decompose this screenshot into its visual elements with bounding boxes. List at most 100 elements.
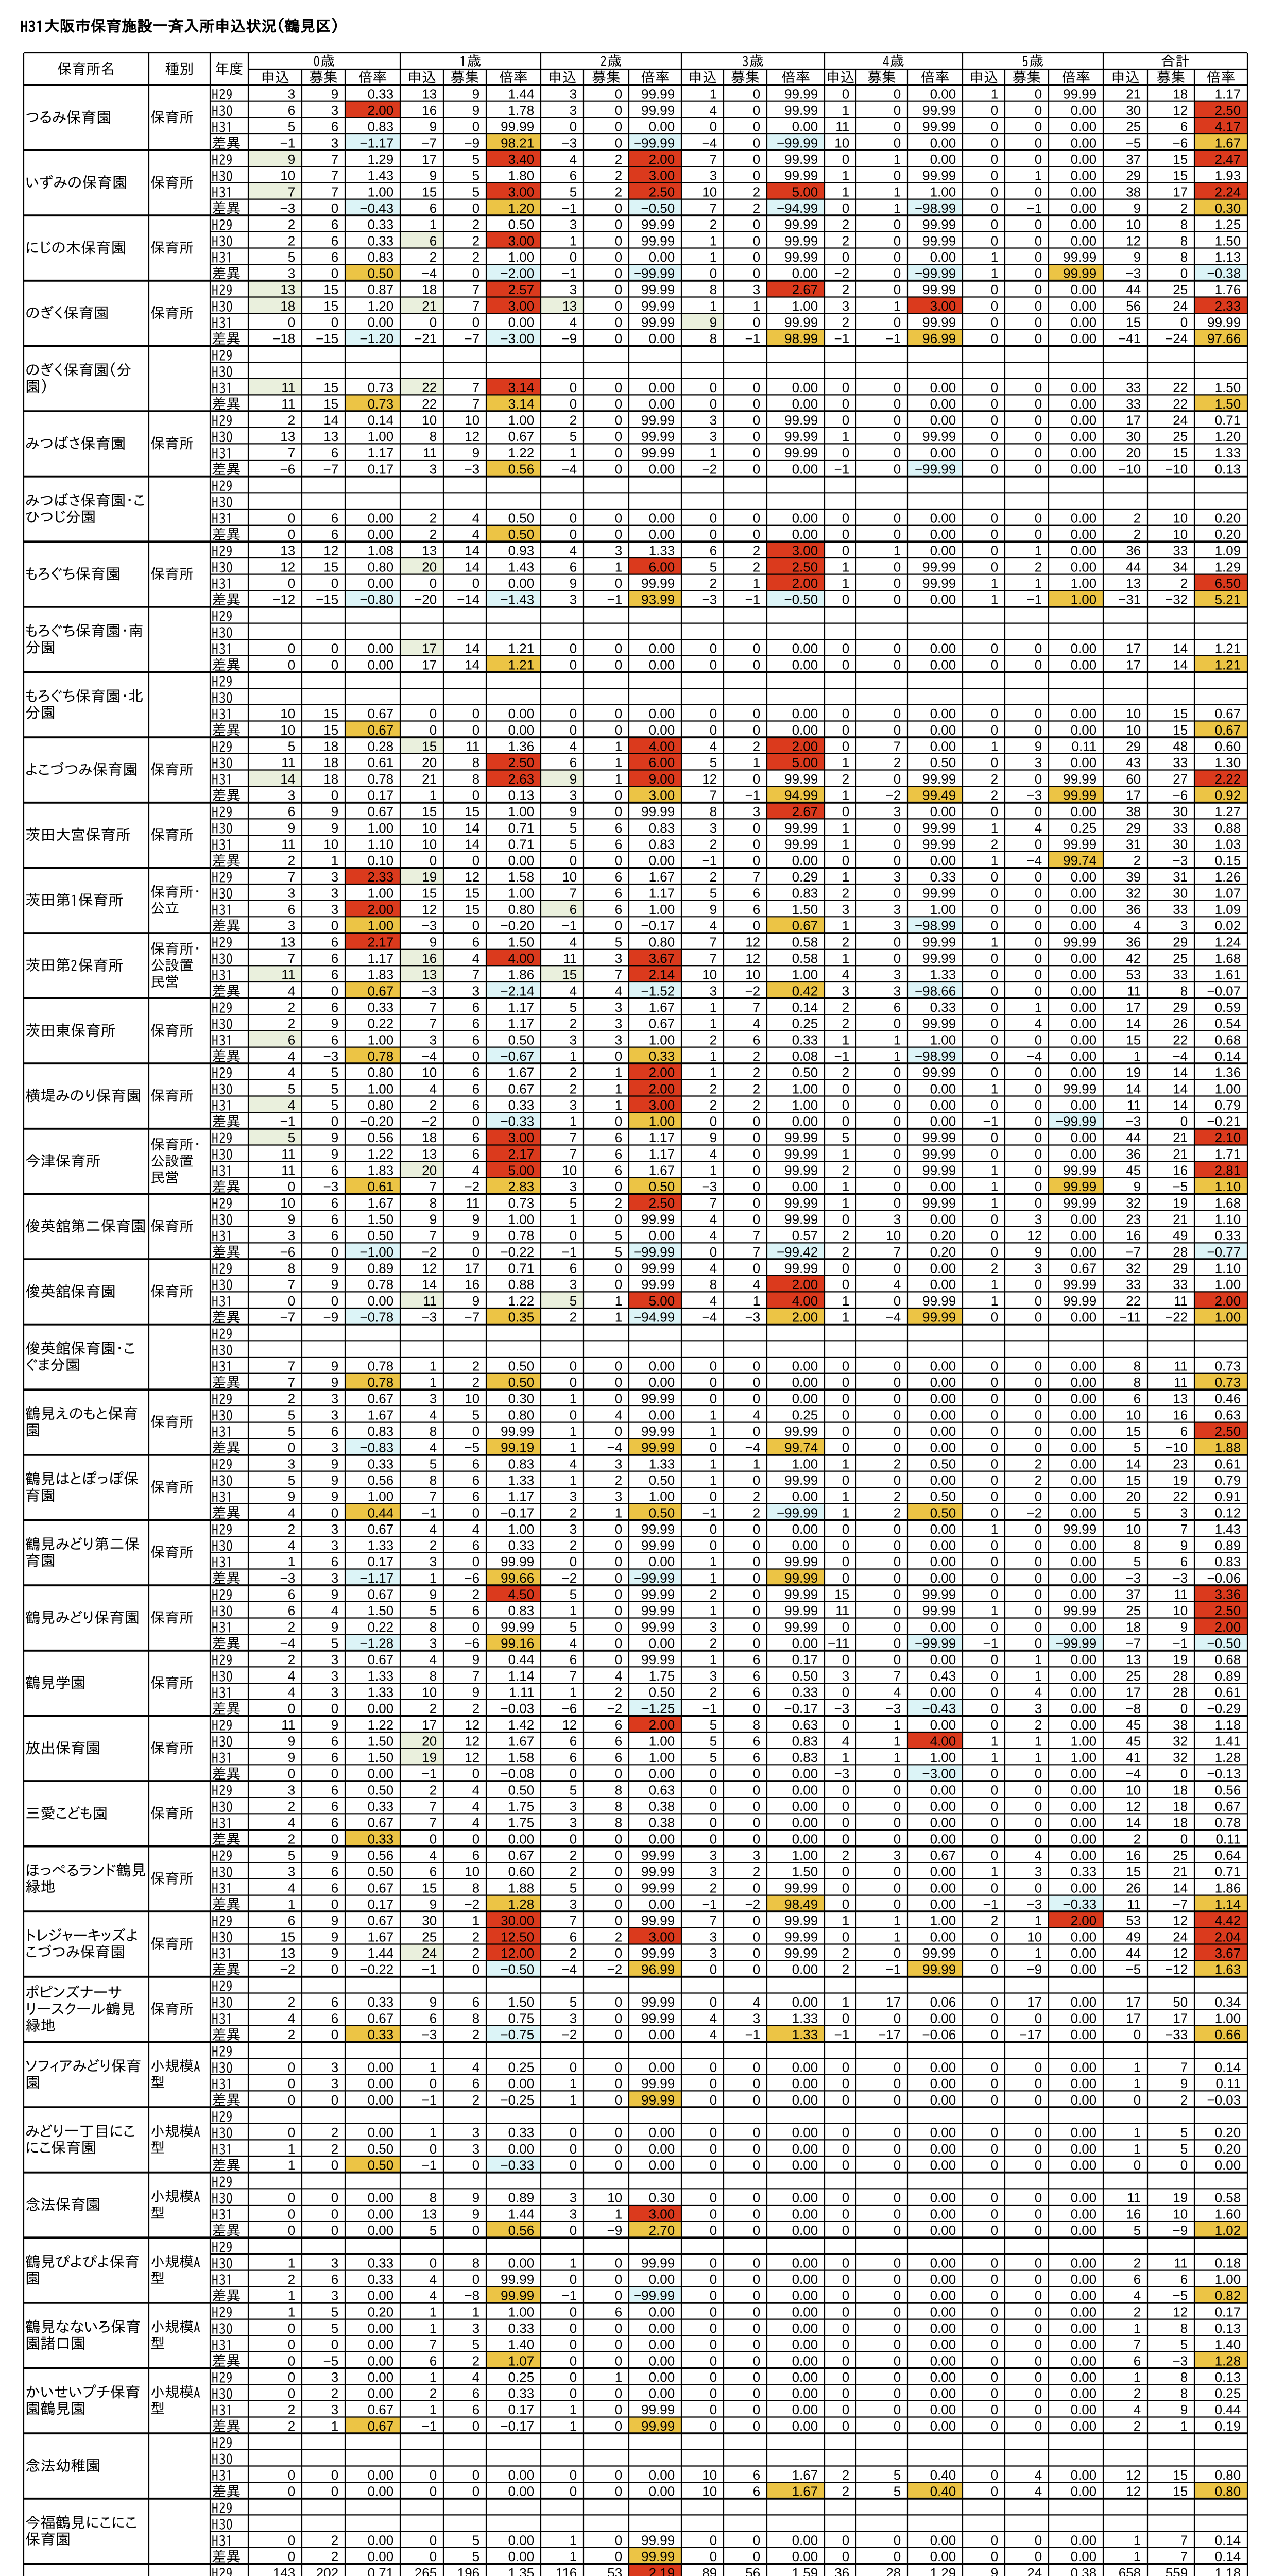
svg-text:0.73: 0.73	[508, 1195, 535, 1211]
svg-text:0: 0	[753, 2369, 760, 2385]
svg-text:0: 0	[1035, 1309, 1042, 1325]
svg-text:−9: −9	[465, 135, 480, 150]
svg-text:0: 0	[991, 2190, 998, 2206]
svg-text:0: 0	[894, 1815, 901, 1831]
svg-text:99.99: 99.99	[641, 1945, 675, 1961]
svg-text:0: 0	[1180, 266, 1188, 281]
svg-text:0: 0	[615, 2125, 622, 2140]
svg-text:15: 15	[1173, 2467, 1188, 2483]
svg-text:11: 11	[281, 1717, 295, 1733]
svg-text:9: 9	[472, 445, 479, 461]
svg-text:3: 3	[472, 2320, 479, 2336]
svg-text:0.00: 0.00	[649, 1554, 675, 1569]
svg-text:1.28: 1.28	[1215, 1750, 1241, 1765]
svg-text:−0.06: −0.06	[922, 2027, 956, 2042]
svg-text:1: 1	[615, 1065, 622, 1080]
svg-text:0: 0	[288, 2076, 295, 2091]
svg-text:1: 1	[710, 1652, 717, 1667]
svg-text:0: 0	[1035, 2060, 1042, 2075]
svg-text:5: 5	[570, 1587, 577, 1602]
svg-text:0: 0	[430, 2141, 437, 2157]
svg-text:1.20: 1.20	[1215, 429, 1241, 444]
svg-text:0: 0	[894, 1065, 901, 1080]
svg-text:8: 8	[1180, 983, 1188, 998]
svg-text:0.42: 0.42	[792, 983, 818, 998]
svg-text:−24: −24	[1165, 331, 1188, 346]
svg-text:6: 6	[331, 1994, 338, 2010]
svg-text:0.00: 0.00	[792, 2320, 818, 2336]
svg-text:0: 0	[615, 1570, 622, 1586]
svg-text:1.17: 1.17	[508, 1016, 535, 1031]
svg-text:−0.25: −0.25	[500, 2092, 534, 2108]
svg-text:−0.17: −0.17	[784, 1701, 818, 1716]
svg-text:−0.33: −0.33	[500, 2157, 534, 2173]
svg-text:0: 0	[894, 2092, 901, 2108]
svg-text:1: 1	[842, 1179, 849, 1194]
svg-text:0: 0	[710, 2272, 717, 2287]
svg-text:−32: −32	[1165, 592, 1188, 607]
svg-text:5: 5	[710, 559, 717, 574]
svg-text:0: 0	[753, 2402, 760, 2417]
svg-text:0: 0	[894, 1407, 901, 1422]
svg-text:0.00: 0.00	[368, 2288, 394, 2303]
svg-text:0: 0	[991, 1815, 998, 1831]
svg-text:0.02: 0.02	[1215, 918, 1241, 934]
svg-text:1.00: 1.00	[930, 1913, 956, 1928]
svg-text:8: 8	[472, 771, 479, 787]
svg-text:2.63: 2.63	[508, 771, 535, 787]
svg-text:0.29: 0.29	[792, 869, 818, 885]
svg-text:0: 0	[991, 2125, 998, 2140]
svg-text:0: 0	[991, 2402, 998, 2417]
svg-text:0: 0	[570, 1831, 577, 1846]
svg-text:0.33: 0.33	[368, 233, 394, 248]
svg-text:1.27: 1.27	[1215, 804, 1241, 819]
svg-text:2: 2	[472, 1929, 479, 1944]
svg-text:28: 28	[1173, 1685, 1188, 1700]
svg-text:0: 0	[710, 2304, 717, 2319]
svg-text:2: 2	[570, 1065, 577, 1080]
svg-text:0: 0	[1035, 837, 1042, 852]
svg-text:0: 0	[1035, 2369, 1042, 2385]
svg-text:2: 2	[1134, 510, 1141, 526]
svg-text:0.00: 0.00	[930, 2141, 956, 2157]
svg-text:14: 14	[1173, 1880, 1188, 1895]
svg-text:3: 3	[1035, 1261, 1042, 1276]
svg-text:0.00: 0.00	[1071, 1945, 1097, 1961]
svg-text:6: 6	[472, 934, 479, 950]
svg-text:0: 0	[991, 804, 998, 819]
svg-text:0.00: 0.00	[792, 1489, 818, 1504]
svg-text:2: 2	[615, 184, 622, 199]
svg-text:0.50: 0.50	[368, 266, 394, 281]
svg-text:0: 0	[1035, 2141, 1042, 2157]
svg-text:0.25: 0.25	[508, 2060, 535, 2075]
svg-text:−0.06: −0.06	[1207, 1570, 1241, 1586]
svg-text:1.20: 1.20	[368, 298, 394, 314]
svg-text:0.00: 0.00	[1071, 1048, 1097, 1064]
svg-text:9: 9	[430, 934, 437, 950]
svg-text:0: 0	[710, 1358, 717, 1374]
svg-text:−8: −8	[1126, 1701, 1141, 1716]
svg-text:0: 0	[1035, 315, 1042, 330]
svg-text:0: 0	[1035, 2386, 1042, 2401]
svg-text:0.00: 0.00	[930, 396, 956, 412]
svg-text:33: 33	[1173, 1277, 1188, 1292]
svg-text:0.33: 0.33	[508, 2386, 535, 2401]
svg-text:0.33: 0.33	[1071, 1864, 1097, 1879]
svg-text:0: 0	[991, 1554, 998, 1569]
svg-text:99.99: 99.99	[1063, 837, 1096, 852]
svg-text:3: 3	[288, 885, 295, 901]
svg-text:−7: −7	[465, 1309, 480, 1325]
svg-text:2: 2	[288, 217, 295, 232]
svg-text:2: 2	[615, 1472, 622, 1488]
svg-text:53: 53	[1126, 1913, 1141, 1928]
svg-text:23: 23	[1173, 1456, 1188, 1471]
svg-text:0.14: 0.14	[1215, 1048, 1241, 1064]
svg-text:1: 1	[1134, 2533, 1141, 2548]
svg-text:4: 4	[710, 1293, 717, 1309]
svg-text:99.99: 99.99	[641, 413, 675, 428]
svg-text:1.67: 1.67	[792, 2467, 818, 2483]
svg-text:8: 8	[1180, 2386, 1188, 2401]
svg-text:0: 0	[991, 2223, 998, 2238]
svg-text:0.56: 0.56	[1215, 1782, 1241, 1798]
svg-text:1.67: 1.67	[792, 2484, 818, 2499]
